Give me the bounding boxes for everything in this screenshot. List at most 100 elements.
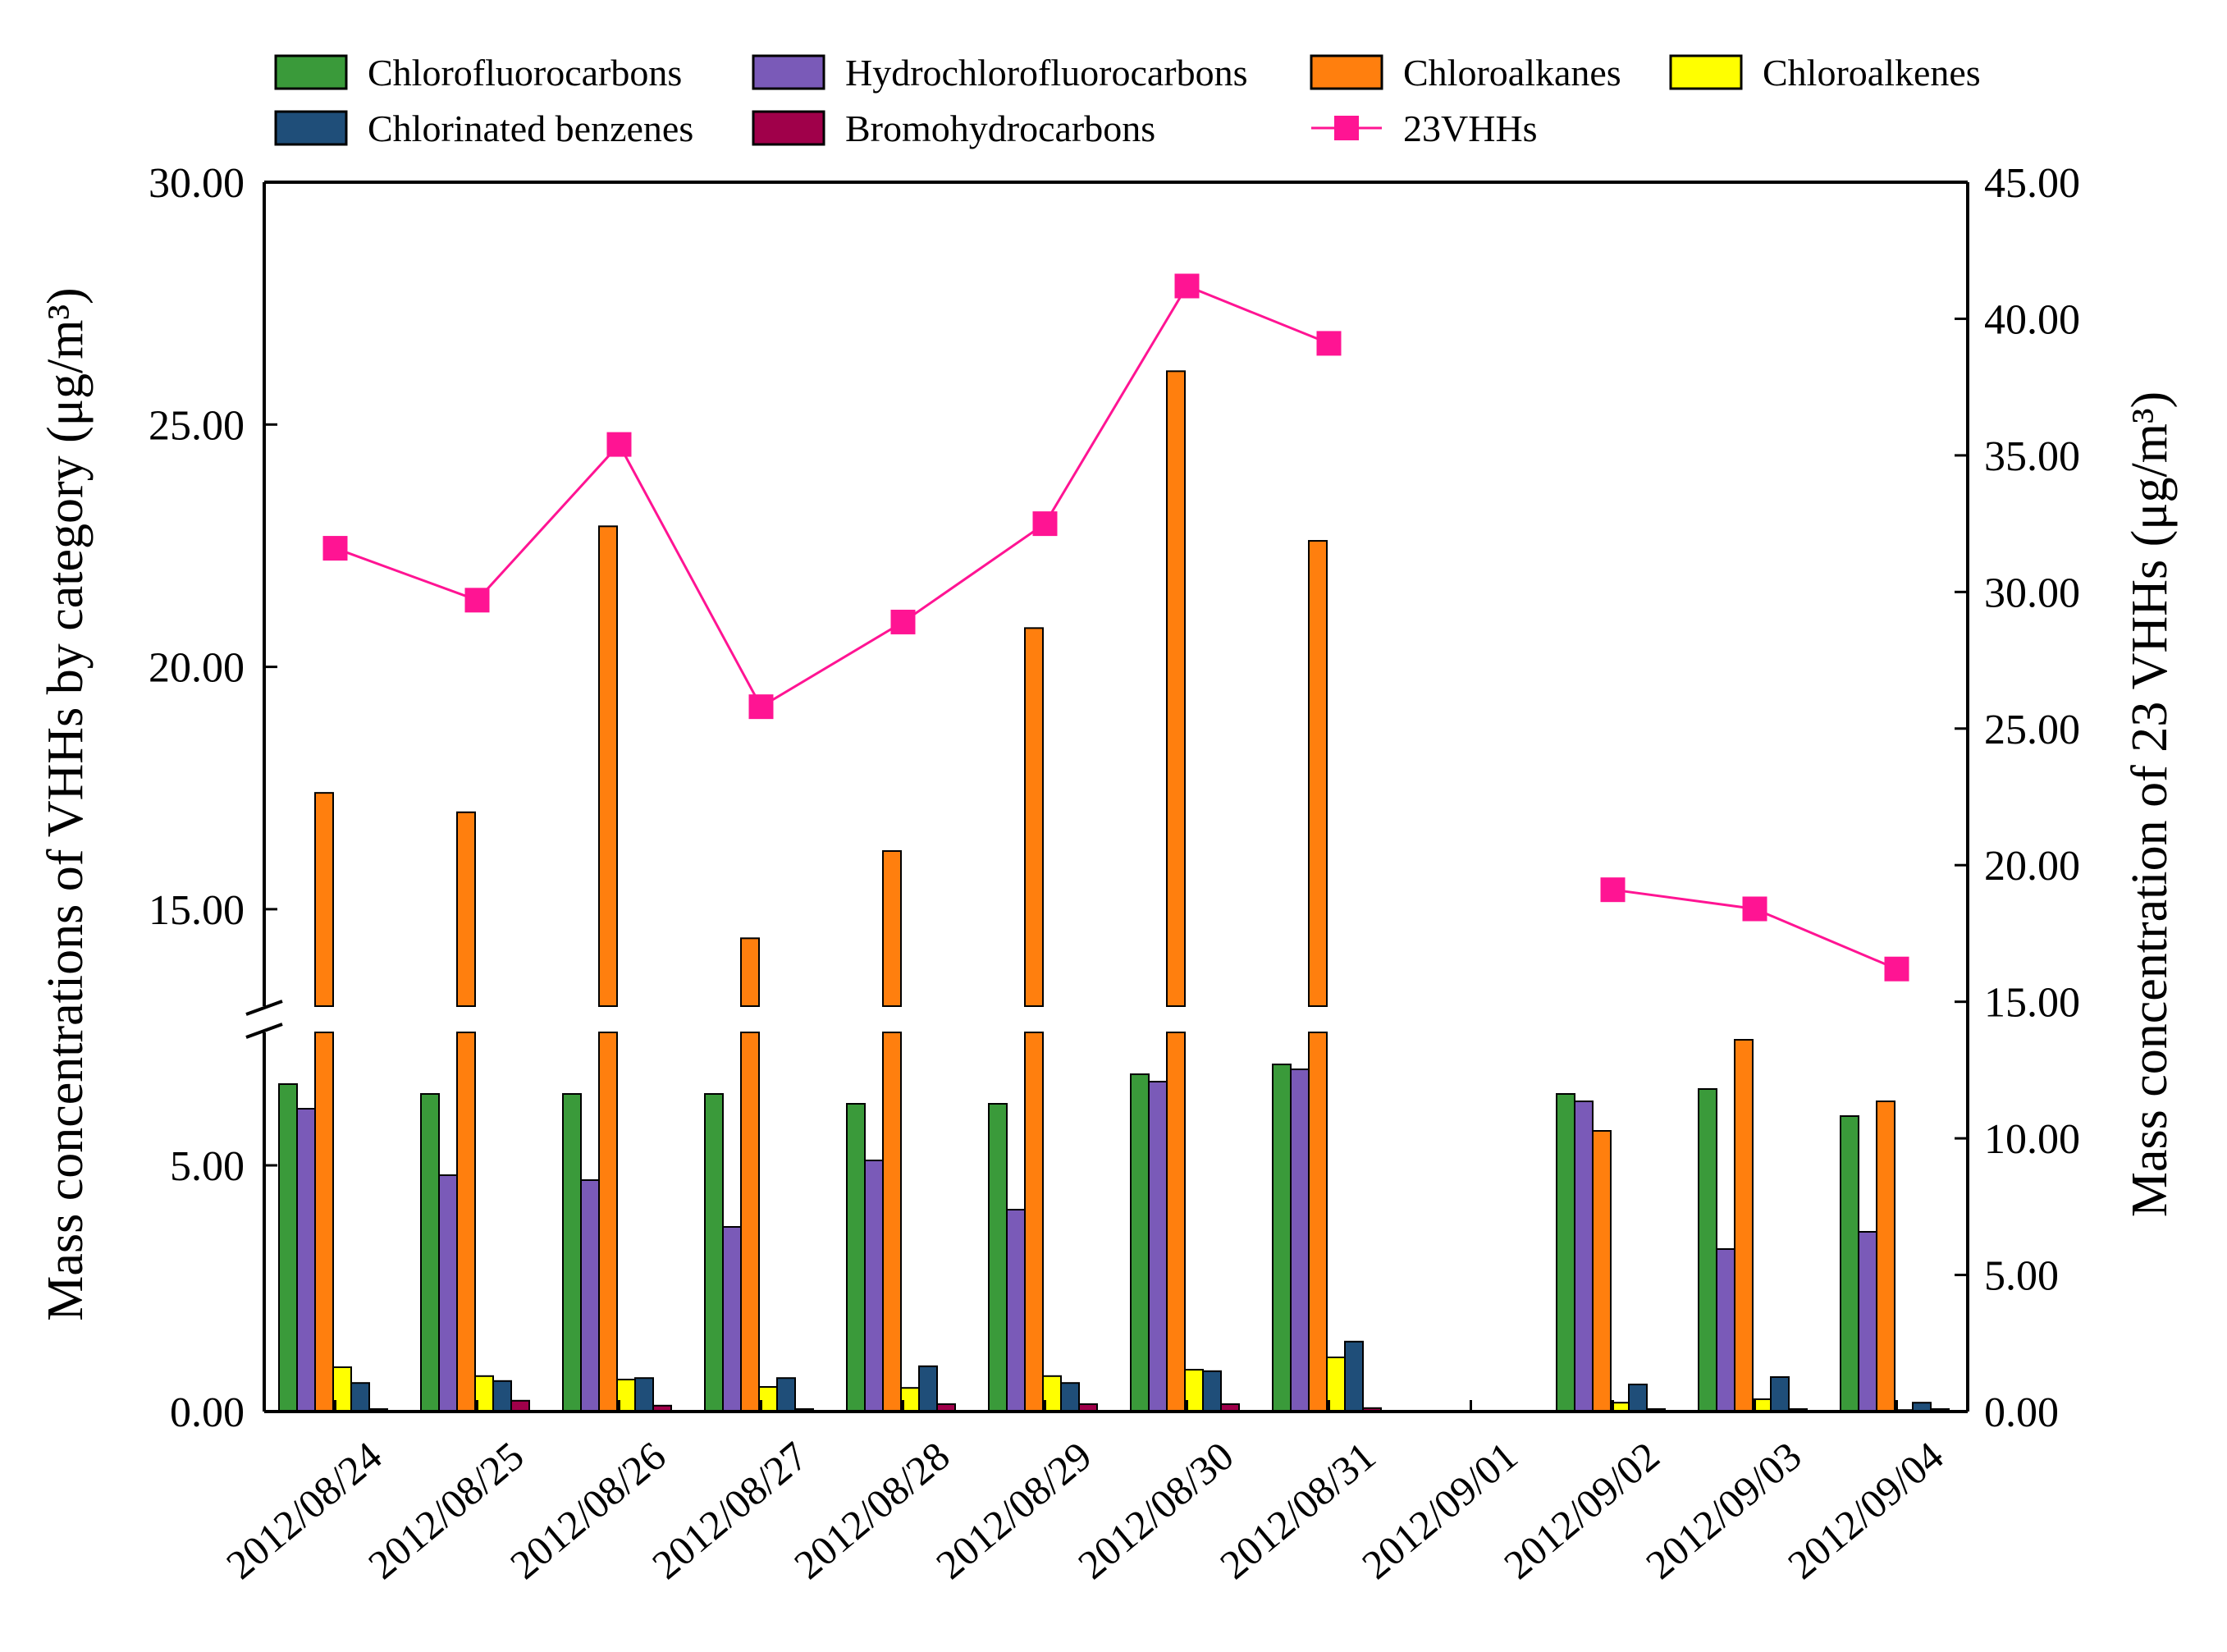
bar-chlorinated-benzenes (776, 1377, 796, 1412)
bar-hydrochlorofluorocarbons (1716, 1248, 1735, 1412)
left-tick-label: 5.00 (170, 1143, 245, 1190)
bar-hydrochlorofluorocarbons (580, 1179, 600, 1412)
bar-hydrochlorofluorocarbons (1574, 1101, 1594, 1412)
bar-chlorinated-benzenes (918, 1365, 938, 1413)
bar-chloroalkanes (314, 1032, 334, 1412)
bar-chloroalkanes-upper (598, 525, 618, 1007)
right-axis: 0.00 5.00 10.00 15.00 20.00 25.00 30.00 35.00 40… (1955, 160, 2080, 1436)
break-gap (263, 1008, 1969, 1031)
left-tick-label: 15.00 (149, 887, 245, 934)
bar-chlorofluorocarbons (278, 1083, 298, 1412)
line-23vhhs-point (322, 536, 348, 561)
bar-chloroalkanes-upper (740, 937, 760, 1007)
bar-chloroalkanes-upper (456, 811, 476, 1007)
right-tick-label: 30.00 (1984, 570, 2080, 616)
right-tick-label: 10.00 (1984, 1116, 2080, 1163)
bar-chloroalkanes-upper (1308, 540, 1328, 1007)
legend-label: Bromohydrocarbons (845, 108, 1155, 149)
left-axis-title: Mass concentrations of VHHs by category … (38, 287, 94, 1320)
legend-marker (1334, 116, 1359, 140)
bar-chloroalkanes (1166, 1032, 1186, 1412)
legend-label: Chlorinated benzenes (368, 108, 693, 149)
right-tick-label: 45.00 (1984, 160, 2080, 207)
bar-hydrochlorofluorocarbons (864, 1160, 884, 1412)
axis-break (245, 1000, 1969, 1039)
left-tick-label: 30.00 (149, 160, 245, 207)
line-23vhhs-point (748, 694, 774, 720)
bar-chloroalkanes (1592, 1130, 1612, 1412)
left-tick-label: 20.00 (149, 645, 245, 692)
bar-chloroalkanes (1734, 1039, 1754, 1412)
break-mark (245, 1000, 283, 1016)
bar-chlorofluorocarbons (1698, 1088, 1717, 1412)
bar-chloroalkanes-upper (1166, 370, 1186, 1007)
legend-swatch (274, 110, 348, 146)
line-23vhhs-point (464, 588, 490, 613)
line-23vhhs-point (1316, 331, 1342, 356)
line-23vhhs-point (1032, 511, 1058, 537)
bar-chlorinated-benzenes (1628, 1384, 1648, 1412)
line-23vhhs-point (1742, 896, 1767, 922)
legend-label: Hydrochlorofluorocarbons (845, 52, 1248, 94)
bar-hydrochlorofluorocarbons (1290, 1069, 1310, 1412)
legend-swatch (1669, 54, 1743, 90)
right-tick-label: 40.00 (1984, 296, 2080, 343)
bar-chloroalkanes (1308, 1032, 1328, 1412)
bar-chlorofluorocarbons (1556, 1093, 1575, 1412)
right-axis-title: Mass concentration of 23 VHHs (μg/m³) (2122, 391, 2178, 1217)
legend: Chlorofluorocarbons Hydrochlorofluorocarb… (274, 52, 1981, 149)
bar-chloroalkanes (1024, 1032, 1044, 1412)
bar-chloroalkanes (740, 1032, 760, 1412)
bar-chloroalkanes-upper (882, 850, 902, 1007)
right-tick-label: 20.00 (1984, 843, 2080, 890)
plot-frame (263, 181, 1969, 1413)
bar-hydrochlorofluorocarbons (1006, 1209, 1026, 1412)
bar-chlorofluorocarbons (562, 1093, 582, 1412)
line-23vhhs-point (1600, 877, 1626, 903)
legend-swatch (752, 54, 825, 90)
bar-chlorinated-benzenes (350, 1382, 370, 1412)
legend-label: Chloroalkenes (1763, 52, 1981, 94)
legend-label: Chloroalkanes (1403, 52, 1621, 94)
right-tick-label: 25.00 (1984, 707, 2080, 753)
bar-chlorofluorocarbons (420, 1093, 440, 1412)
break-mark (245, 1023, 283, 1039)
bar-chlorofluorocarbons (1840, 1115, 1859, 1412)
left-tick-label: 25.00 (149, 402, 245, 449)
bar-chloroalkanes-upper (314, 792, 334, 1007)
legend-swatch (752, 110, 825, 146)
bar-chlorinated-benzenes (1770, 1376, 1790, 1412)
bar-hydrochlorofluorocarbons (1858, 1231, 1877, 1412)
bar-hydrochlorofluorocarbons (296, 1108, 316, 1412)
bar-hydrochlorofluorocarbons (722, 1226, 742, 1412)
bar-chloroalkanes (1876, 1101, 1895, 1412)
line-series (322, 273, 1909, 982)
bar-chloroalkanes (456, 1032, 476, 1412)
bar-chloroalkanes (598, 1032, 618, 1412)
left-tick-label: 0.00 (170, 1389, 245, 1436)
bar-chloroalkanes (882, 1032, 902, 1412)
legend-label: Chlorofluorocarbons (368, 52, 682, 94)
bar-hydrochlorofluorocarbons (1148, 1081, 1168, 1412)
right-tick-label: 5.00 (1984, 1253, 2059, 1300)
line-23vhhs-point (1884, 956, 1909, 982)
bar-hydrochlorofluorocarbons (438, 1174, 458, 1412)
right-tick-label: 15.00 (1984, 980, 2080, 1027)
legend-swatch (1310, 54, 1383, 90)
bar-chlorofluorocarbons (1130, 1073, 1150, 1412)
bar-chlorofluorocarbons (988, 1103, 1008, 1412)
bar-chlorinated-benzenes (634, 1377, 654, 1412)
bar-chlorinated-benzenes (492, 1380, 512, 1413)
bar-chlorofluorocarbons (1272, 1064, 1292, 1412)
bar-chlorinated-benzenes (1060, 1382, 1080, 1412)
legend-swatch (274, 54, 348, 90)
line-23vhhs-segment (334, 284, 1330, 709)
bar-chloroalkanes-upper (1024, 627, 1044, 1007)
bar-chlorofluorocarbons (846, 1103, 866, 1412)
line-23vhhs-point (890, 609, 916, 634)
legend-label: 23VHHs (1403, 108, 1538, 149)
bar-chlorinated-benzenes (1202, 1370, 1222, 1413)
bar-chlorinated-benzenes (1344, 1340, 1364, 1413)
right-tick-label: 35.00 (1984, 433, 2080, 480)
